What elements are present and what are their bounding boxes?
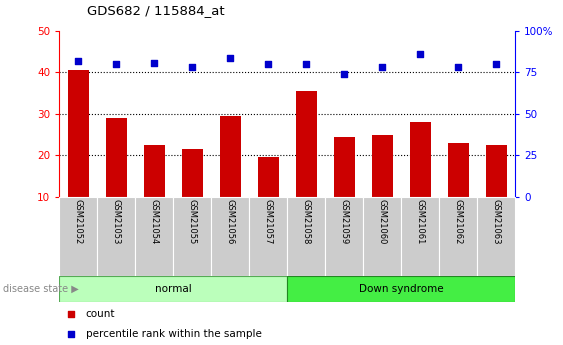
Text: GSM21054: GSM21054 <box>150 199 159 244</box>
Bar <box>220 116 240 197</box>
Point <box>66 311 75 317</box>
Point <box>187 65 196 70</box>
Text: GSM21063: GSM21063 <box>491 199 501 245</box>
Text: GSM21060: GSM21060 <box>378 199 387 244</box>
Bar <box>59 197 97 276</box>
Text: GSM21057: GSM21057 <box>263 199 272 244</box>
Point <box>378 65 387 70</box>
Point <box>339 71 348 77</box>
Text: GSM21059: GSM21059 <box>339 199 348 244</box>
Bar <box>258 157 279 197</box>
Point <box>66 332 75 337</box>
Bar <box>287 197 325 276</box>
Point <box>454 65 463 70</box>
Bar <box>296 91 316 197</box>
Bar <box>144 145 164 197</box>
Text: Down syndrome: Down syndrome <box>359 284 444 294</box>
Point <box>150 60 159 65</box>
Text: GSM21055: GSM21055 <box>187 199 196 244</box>
Text: count: count <box>86 309 115 319</box>
Text: GSM21053: GSM21053 <box>111 199 120 244</box>
Point <box>226 55 235 60</box>
Bar <box>372 135 392 197</box>
Text: GSM21056: GSM21056 <box>226 199 235 244</box>
Text: normal: normal <box>155 284 191 294</box>
Bar <box>59 276 287 302</box>
Text: GDS682 / 115884_at: GDS682 / 115884_at <box>87 4 225 17</box>
Bar <box>249 197 287 276</box>
Bar <box>106 118 127 197</box>
Bar <box>68 70 88 197</box>
Text: GSM21062: GSM21062 <box>454 199 463 244</box>
Bar <box>287 276 515 302</box>
Bar <box>401 197 439 276</box>
Bar <box>363 197 401 276</box>
Point <box>302 61 311 67</box>
Bar <box>325 197 363 276</box>
Bar <box>448 143 468 197</box>
Point <box>491 61 501 67</box>
Bar <box>439 197 477 276</box>
Text: GSM21061: GSM21061 <box>415 199 425 244</box>
Text: disease state ▶: disease state ▶ <box>3 284 79 294</box>
Bar <box>135 197 173 276</box>
Bar <box>182 149 203 197</box>
Bar <box>97 197 135 276</box>
Bar <box>477 197 515 276</box>
Point <box>74 58 83 63</box>
Bar <box>211 197 249 276</box>
Bar <box>486 145 507 197</box>
Bar <box>173 197 211 276</box>
Point <box>263 61 272 67</box>
Point <box>415 51 425 57</box>
Bar <box>334 137 355 197</box>
Text: GSM21058: GSM21058 <box>302 199 311 244</box>
Text: GSM21052: GSM21052 <box>74 199 83 244</box>
Point <box>111 61 120 67</box>
Bar <box>410 122 431 197</box>
Text: percentile rank within the sample: percentile rank within the sample <box>86 329 261 339</box>
